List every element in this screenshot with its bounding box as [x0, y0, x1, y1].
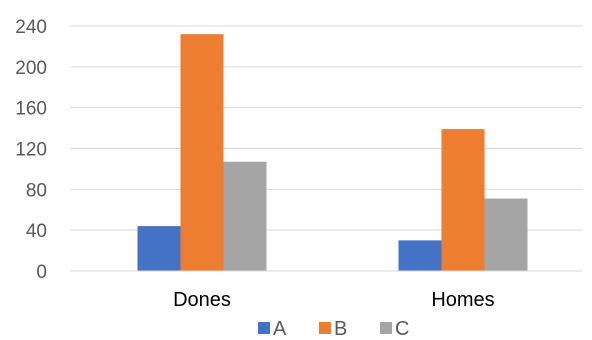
y-tick-label: 120: [15, 140, 47, 161]
y-tick-label: 240: [15, 17, 47, 38]
y-tick-label: 80: [26, 180, 47, 201]
legend-label: A: [273, 318, 287, 340]
bars: [137, 34, 528, 271]
legend-label: C: [395, 318, 409, 340]
bar-a-dones: [137, 226, 181, 271]
category-label: Dones: [173, 289, 231, 311]
legend-swatch-b: [319, 322, 331, 334]
bar-b-homes: [441, 129, 485, 271]
legend: A B C: [258, 318, 409, 340]
legend-swatch-a: [258, 322, 270, 334]
y-tick-label: 0: [36, 262, 47, 283]
y-tick-label: 200: [15, 58, 47, 79]
y-axis-tick-labels: 0 40 80 120 160 200 240: [15, 17, 47, 283]
legend-label: B: [334, 318, 347, 340]
bar-a-homes: [398, 240, 442, 271]
y-tick-label: 160: [15, 99, 47, 120]
bar-b-dones: [180, 34, 224, 271]
bar-c-homes: [484, 198, 528, 271]
category-label: Homes: [431, 289, 494, 311]
category-labels: Dones Homes: [173, 289, 495, 311]
y-tick-label: 40: [26, 221, 47, 242]
legend-swatch-c: [380, 322, 392, 334]
bar-c-dones: [223, 161, 267, 271]
